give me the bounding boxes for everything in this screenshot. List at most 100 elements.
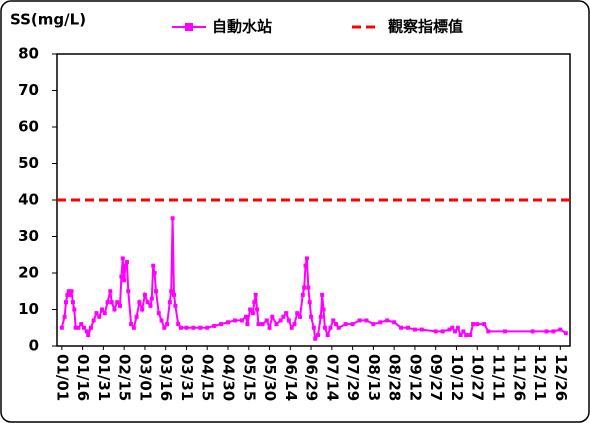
data-point	[274, 322, 279, 327]
data-point	[260, 322, 265, 327]
y-axis-label: SS(mg/L)	[10, 11, 86, 29]
data-point	[468, 333, 473, 338]
data-point	[264, 318, 269, 323]
y-tick-label: 70	[18, 81, 39, 99]
data-point	[169, 289, 174, 294]
x-tick-label: 08/28	[386, 354, 404, 401]
data-point	[252, 300, 257, 305]
data-point	[102, 311, 107, 316]
data-point	[350, 322, 355, 327]
data-point	[100, 307, 104, 312]
data-point	[245, 322, 250, 327]
data-point	[62, 314, 67, 319]
data-point	[167, 300, 172, 305]
x-tick-label: 07/14	[323, 354, 341, 401]
x-tick-label: 04/15	[199, 354, 217, 401]
x-tick-label: 09/12	[406, 354, 424, 401]
data-point	[318, 314, 323, 319]
data-point	[320, 292, 325, 297]
data-point	[119, 274, 124, 279]
data-point	[232, 318, 237, 323]
data-point	[256, 322, 261, 327]
data-point	[112, 307, 117, 312]
data-point	[447, 327, 452, 332]
data-point	[316, 333, 320, 338]
data-point	[250, 311, 255, 316]
data-point	[159, 318, 164, 323]
data-point	[453, 329, 458, 334]
y-tick-label: 50	[18, 154, 39, 172]
x-tick-label: 05/15	[240, 354, 258, 401]
data-point	[406, 325, 410, 330]
data-point	[120, 256, 125, 261]
x-tick-label: 02/15	[116, 354, 134, 401]
data-point	[385, 318, 390, 323]
data-point	[86, 333, 91, 338]
data-point	[284, 311, 289, 316]
data-point	[88, 325, 93, 330]
x-tick-label: 05/30	[261, 354, 279, 401]
data-point	[82, 325, 86, 330]
x-tick-label: 01/01	[53, 354, 71, 401]
x-tick-label: 07/29	[344, 354, 362, 401]
data-point	[255, 307, 260, 312]
data-point	[419, 327, 424, 332]
data-point	[307, 300, 312, 305]
data-point	[311, 325, 316, 330]
data-point	[162, 325, 167, 330]
data-point	[371, 322, 376, 327]
data-point	[152, 271, 157, 275]
data-point	[84, 329, 89, 334]
data-point	[399, 325, 404, 330]
data-point	[392, 320, 397, 325]
data-point	[313, 336, 318, 341]
x-tick-label: 01/16	[74, 354, 92, 401]
data-point	[94, 311, 99, 316]
legend-marker	[185, 23, 193, 31]
data-point	[109, 300, 114, 305]
data-point	[309, 314, 314, 319]
legend-label: 自動水站	[212, 18, 272, 36]
data-point	[292, 322, 297, 327]
x-tick-label: 08/13	[365, 354, 383, 401]
data-point	[151, 263, 156, 268]
x-tick-label: 10/27	[469, 354, 487, 401]
data-point	[59, 325, 64, 330]
data-point	[115, 300, 120, 305]
data-point	[270, 314, 275, 319]
y-tick-label: 0	[29, 337, 39, 355]
data-point	[66, 289, 71, 294]
data-point	[267, 325, 272, 330]
data-point	[73, 325, 78, 330]
data-point	[91, 318, 96, 323]
data-point	[530, 329, 535, 334]
data-point	[239, 318, 244, 323]
data-point	[461, 329, 466, 334]
data-point	[134, 314, 139, 319]
data-point	[244, 314, 248, 319]
data-point	[248, 307, 253, 312]
data-point	[68, 292, 73, 297]
data-point	[286, 318, 291, 323]
data-point	[334, 322, 338, 327]
data-point	[170, 216, 175, 221]
data-point	[502, 329, 507, 334]
data-point	[253, 292, 258, 297]
x-tick-label: 01/31	[95, 354, 113, 401]
data-point	[173, 303, 178, 308]
data-point	[300, 292, 305, 297]
data-point	[149, 296, 154, 301]
data-point	[145, 300, 150, 305]
data-point	[172, 292, 176, 297]
data-point	[156, 311, 161, 316]
data-point	[455, 325, 460, 330]
data-point	[165, 322, 170, 327]
data-point	[105, 300, 110, 305]
y-tick-label: 20	[18, 264, 39, 282]
data-point	[124, 260, 129, 265]
data-point	[486, 329, 491, 334]
data-point	[544, 329, 549, 334]
data-point	[79, 322, 84, 327]
data-point	[357, 318, 362, 323]
data-point	[364, 318, 369, 323]
